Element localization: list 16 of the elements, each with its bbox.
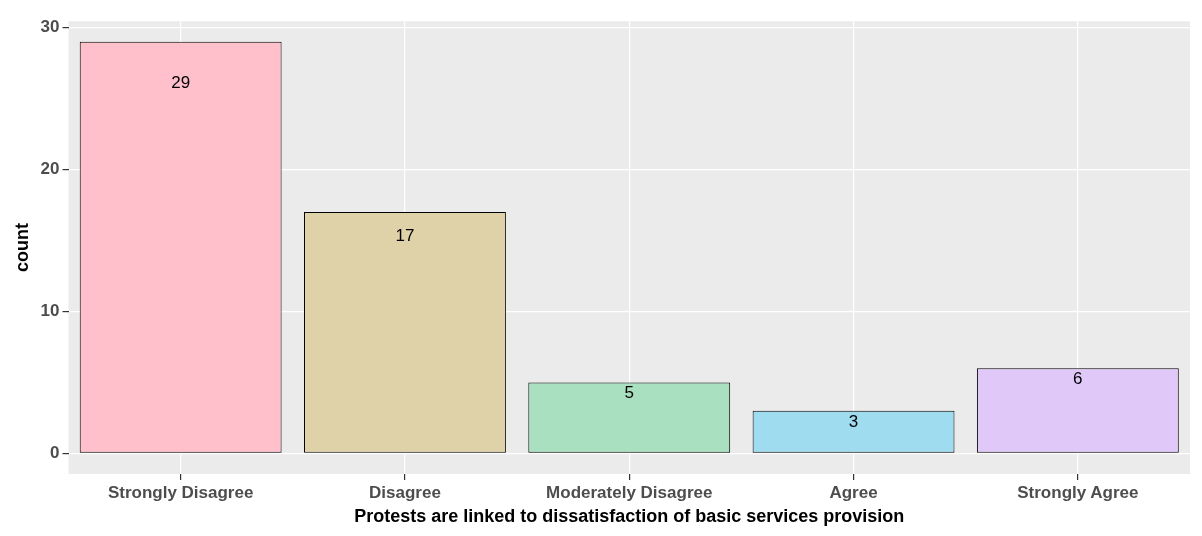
y-tick-label: 0 — [50, 443, 60, 463]
x-tick-label: Agree — [829, 482, 878, 502]
y-axis-title: count — [11, 223, 32, 273]
data-label: 3 — [848, 411, 859, 431]
data-label: 29 — [171, 72, 191, 92]
data-label: 5 — [624, 383, 634, 403]
x-axis-title: Protests are linked to dissatisfaction of basic services provision — [354, 506, 905, 527]
y-tick-label: 30 — [40, 17, 60, 37]
y-tick-label: 10 — [40, 301, 60, 321]
y-tick-label: 20 — [40, 159, 60, 179]
data-label: 6 — [1073, 368, 1083, 388]
x-tick-label: Moderately Disagree — [546, 482, 713, 502]
x-tick-label: Strongly Disagree — [107, 482, 254, 502]
data-label: 17 — [395, 225, 415, 245]
x-tick-label: Strongly Agree — [1017, 482, 1139, 502]
x-tick-label: Disagree — [369, 482, 441, 502]
